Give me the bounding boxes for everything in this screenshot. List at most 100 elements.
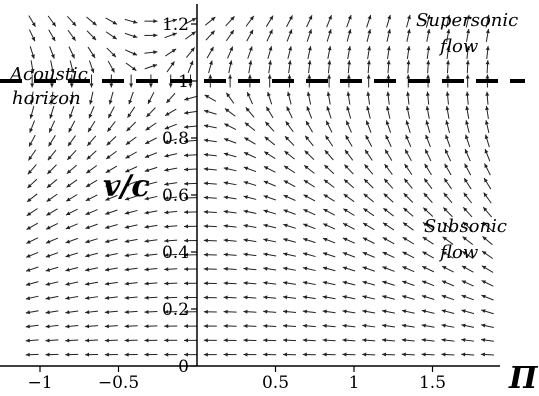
field-arrow [303, 208, 316, 216]
field-arrow [465, 105, 470, 119]
field-arrow [223, 138, 237, 144]
field-arrow [385, 134, 392, 147]
field-arrow [164, 324, 178, 329]
field-arrow [426, 45, 431, 60]
field-arrow [29, 46, 35, 59]
field-arrow [28, 29, 36, 42]
field-arrow [105, 150, 117, 160]
field-arrow [303, 223, 316, 230]
field-arrow [302, 295, 316, 300]
field-arrow [65, 237, 79, 244]
field-arrow [223, 352, 237, 357]
field-arrow [225, 16, 235, 27]
field-arrow [85, 281, 99, 286]
field-arrow [203, 324, 217, 329]
field-arrow [225, 29, 235, 42]
field-arrow [243, 338, 257, 343]
field-arrows [25, 14, 494, 357]
field-arrow [124, 267, 138, 272]
field-arrow [326, 14, 332, 28]
subsonic-label: Subsonic [424, 216, 507, 237]
field-arrow [446, 45, 451, 60]
field-arrow [482, 236, 493, 246]
field-arrow [463, 177, 472, 190]
field-arrow [401, 352, 415, 357]
field-arrow [461, 250, 474, 259]
field-arrow [425, 105, 430, 119]
field-arrow [105, 180, 118, 187]
field-arrow [29, 120, 36, 133]
field-arrow [183, 139, 198, 144]
field-arrow [223, 181, 237, 186]
field-arrow [85, 352, 99, 357]
field-arrow [85, 267, 98, 272]
field-arrow [46, 208, 58, 216]
field-arrow [208, 60, 213, 74]
field-arrow [106, 47, 117, 58]
field-arrow [124, 224, 138, 229]
field-arrow [45, 310, 59, 315]
field-arrow [243, 252, 257, 257]
field-arrow [322, 338, 336, 343]
field-arrow [164, 153, 178, 158]
field-arrow [343, 193, 355, 203]
field-arrow [265, 15, 274, 27]
field-arrow [203, 281, 217, 286]
field-arrow [243, 324, 257, 328]
field-arrow [183, 167, 198, 172]
field-arrow [362, 280, 376, 286]
field-arrow [362, 295, 376, 300]
field-arrow [185, 47, 196, 58]
field-arrow [442, 207, 453, 218]
field-arrow [263, 195, 276, 201]
field-arrow [89, 74, 94, 88]
field-arrow [30, 74, 35, 88]
x-tick-label: −1 [27, 373, 52, 393]
field-arrow [127, 106, 136, 119]
field-arrow [26, 237, 39, 244]
x-tick-label: 1 [349, 373, 360, 393]
field-arrow [87, 46, 96, 59]
field-arrow [65, 223, 78, 230]
field-arrow [184, 238, 198, 243]
field-arrow [481, 294, 494, 301]
field-arrow [223, 209, 237, 214]
field-arrow [47, 164, 57, 175]
field-arrow [485, 60, 490, 74]
y-tick-label: 0.8 [162, 129, 189, 149]
field-arrow [47, 149, 57, 161]
field-arrow [203, 138, 217, 143]
field-arrow [68, 46, 75, 59]
field-arrow [164, 196, 178, 201]
field-arrow [246, 29, 254, 42]
field-arrow [104, 224, 118, 229]
field-arrow [65, 267, 79, 272]
field-arrow [363, 178, 374, 189]
field-arrow [303, 179, 316, 188]
field-arrow [446, 28, 451, 42]
field-arrow [68, 120, 76, 133]
field-arrow [65, 338, 79, 343]
field-arrow [104, 281, 118, 286]
field-arrow [485, 28, 490, 42]
field-arrow [465, 60, 470, 74]
field-arrow [382, 266, 395, 272]
field-arrow [45, 252, 59, 258]
field-arrow [203, 295, 217, 300]
field-arrow [203, 109, 217, 115]
field-arrow [203, 352, 217, 357]
field-arrow [29, 91, 34, 105]
field-arrow [124, 32, 138, 39]
field-arrow [462, 221, 473, 232]
field-arrow [401, 323, 415, 328]
field-arrow [306, 15, 313, 28]
field-arrow [69, 91, 74, 105]
field-arrow [65, 252, 79, 258]
field-arrow [286, 15, 293, 28]
field-arrow [342, 222, 355, 230]
field-arrow [441, 352, 455, 357]
field-arrow [85, 310, 99, 315]
field-arrow [306, 91, 312, 105]
field-arrow [124, 238, 138, 244]
field-arrow [282, 280, 296, 285]
